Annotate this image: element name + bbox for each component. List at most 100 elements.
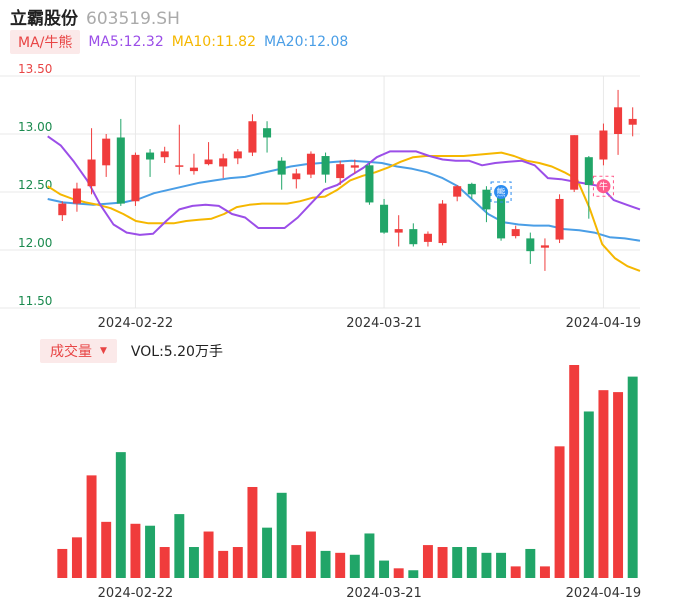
candle-body [423, 233, 432, 242]
marker-label: 牛 [599, 181, 608, 193]
volume-selector-label: 成交量 [50, 344, 92, 360]
volume-bar [349, 554, 360, 578]
volume-bar [496, 552, 507, 578]
candle-body [263, 128, 272, 138]
ma5-line [47, 135, 641, 236]
volume-bar [305, 531, 316, 578]
ma10-line [47, 151, 641, 272]
candle-body [58, 203, 67, 216]
candle-body [87, 159, 96, 187]
volume-bar [247, 486, 258, 578]
volume-bar [232, 547, 243, 578]
dropdown-arrow-icon: ▼ [100, 346, 107, 356]
y-tick-label: 13.50 [18, 62, 52, 76]
ma20-line [47, 159, 641, 242]
volume-bar [598, 390, 609, 578]
marker-frame [490, 181, 512, 203]
y-tick-label: 13.00 [18, 120, 52, 134]
volume-bar [320, 550, 331, 578]
candle-body [292, 173, 301, 180]
candle-body [380, 204, 389, 233]
volume-bar [554, 446, 565, 578]
candle-body [614, 107, 623, 134]
volume-legend-row: 成交量 ▼ VOL:5.20万手 [40, 339, 223, 363]
marker-frame [592, 175, 614, 197]
volume-bar [466, 547, 477, 578]
candle-body [497, 197, 506, 239]
candle-body [277, 160, 286, 175]
stock-code: 603519.SH [86, 9, 180, 29]
volume-bar [203, 531, 214, 578]
volume-bar [569, 365, 580, 578]
volume-bar [583, 411, 594, 578]
stock-name: 立霸股份 [10, 9, 78, 29]
volume-bar [71, 537, 82, 578]
candle-body [102, 138, 111, 166]
volume-bar [86, 475, 97, 578]
candle-body [219, 158, 228, 167]
volume-bar [437, 547, 448, 578]
x-tick-label: 2024-04-19 [566, 316, 642, 331]
ma-legend-row: MA/牛熊 MA5:12.32 MA10:11.82 MA20:12.08 [10, 30, 348, 54]
candle-body [336, 164, 345, 179]
volume-bar [379, 560, 390, 578]
volume-bar [145, 525, 156, 578]
y-tick-label: 12.50 [18, 178, 52, 192]
candle-body [306, 153, 315, 175]
volume-bar [364, 533, 375, 578]
candle-body [72, 188, 81, 204]
candle-body [453, 186, 462, 197]
marker-circle [596, 179, 611, 194]
marker-label: 熊 [497, 187, 506, 199]
volume-x-tick-label: 2024-04-19 [566, 586, 642, 601]
ma5-value: MA5:12.32 [88, 34, 164, 50]
volume-bar [422, 545, 433, 578]
candle-body [599, 130, 608, 160]
ma-selector-button[interactable]: MA/牛熊 [10, 30, 81, 54]
candle-body [146, 152, 155, 160]
volume-bar [452, 547, 463, 578]
candle-body [555, 198, 564, 240]
volume-bar [130, 523, 141, 578]
candle-body [511, 229, 520, 237]
volume-x-tick-label: 2024-02-22 [98, 586, 174, 601]
x-tick-label: 2024-03-21 [346, 316, 422, 331]
volume-bar [335, 552, 346, 578]
volume-bar [510, 566, 521, 578]
bull-marker-icon: 牛 [592, 175, 614, 197]
volume-bar [539, 566, 550, 578]
volume-bar [188, 547, 199, 578]
marker-circle [494, 185, 509, 199]
candle-body [570, 135, 579, 190]
candle-body [131, 154, 140, 202]
candle-body [116, 137, 125, 204]
candle-body [350, 165, 359, 168]
volume-selector-button[interactable]: 成交量 ▼ [40, 339, 117, 363]
volume-bar [525, 548, 536, 578]
volume-bar [115, 452, 126, 578]
volume-bar [262, 527, 273, 578]
candle-body [409, 229, 418, 245]
volume-bar [218, 550, 229, 578]
ma10-value: MA10:11.82 [171, 34, 257, 50]
candle-body [365, 165, 374, 203]
candle-body [540, 245, 549, 248]
candle-body [467, 183, 476, 195]
title-row: 立霸股份 603519.SH [10, 4, 180, 29]
volume-bar [291, 545, 302, 578]
volume-bar [174, 514, 185, 578]
volume-bar [408, 570, 419, 578]
volume-bar [276, 492, 287, 578]
candle-body [248, 121, 257, 153]
volume-value: VOL:5.20万手 [130, 344, 223, 360]
volume-bar [101, 521, 112, 578]
candle-body [628, 118, 637, 125]
candle-body [394, 229, 403, 233]
y-tick-label: 11.50 [18, 294, 52, 308]
volume-x-tick-label: 2024-03-21 [346, 586, 422, 601]
candle-body [584, 157, 593, 186]
y-tick-label: 12.00 [18, 236, 52, 250]
candle-body [321, 156, 330, 175]
candle-body [204, 159, 213, 165]
